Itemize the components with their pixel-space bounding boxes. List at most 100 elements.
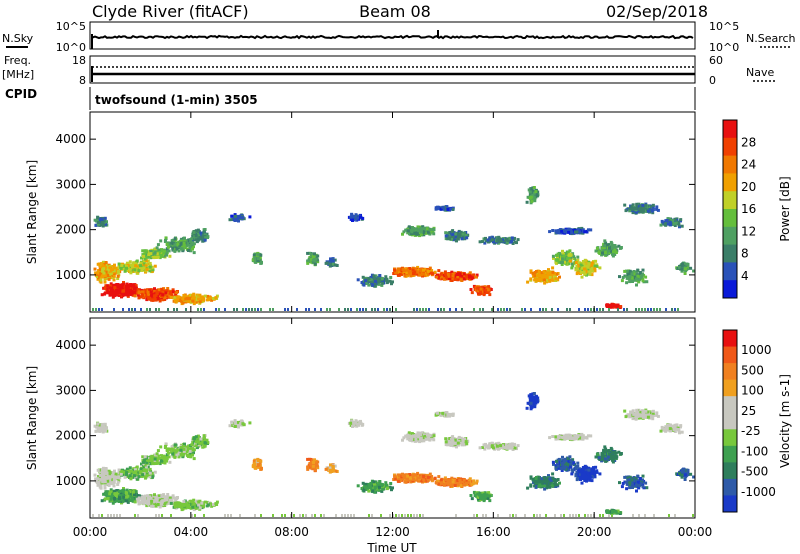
power-cell bbox=[625, 281, 629, 285]
power-cell bbox=[248, 215, 252, 219]
power-cell bbox=[563, 260, 567, 264]
power-cell bbox=[194, 236, 197, 240]
power-cell bbox=[104, 286, 108, 290]
power-cell bbox=[101, 223, 105, 226]
power-cell bbox=[547, 268, 550, 272]
power-cell bbox=[552, 272, 556, 276]
power-cell bbox=[599, 308, 601, 311]
power-cell bbox=[183, 236, 186, 240]
power-cell bbox=[513, 236, 517, 240]
power-cell bbox=[313, 260, 317, 264]
power-cell bbox=[158, 299, 162, 303]
power-cell bbox=[463, 277, 467, 281]
power-cell bbox=[421, 225, 425, 229]
y-tick-label: 2000 bbox=[55, 223, 86, 237]
power-cell bbox=[334, 263, 338, 267]
power-cell bbox=[442, 277, 446, 281]
power-cell bbox=[169, 295, 173, 299]
power-cell bbox=[555, 277, 559, 281]
power-cell bbox=[403, 274, 407, 278]
power-cell bbox=[133, 262, 137, 266]
power-cell bbox=[574, 268, 578, 272]
power-cell bbox=[655, 207, 659, 211]
power-cell bbox=[516, 238, 520, 242]
power-cell bbox=[108, 269, 112, 273]
power-cell bbox=[562, 254, 566, 258]
power-cell bbox=[287, 308, 289, 311]
power-cell bbox=[187, 238, 191, 242]
power-cell bbox=[378, 274, 382, 277]
nave-tick-top: 60 bbox=[709, 54, 723, 67]
power-cell bbox=[669, 223, 673, 227]
power-cell bbox=[125, 261, 129, 265]
power-cell bbox=[168, 290, 172, 294]
power-cell bbox=[465, 236, 469, 240]
power-cell bbox=[456, 235, 460, 239]
power-cell bbox=[115, 283, 119, 286]
power-cell bbox=[481, 240, 485, 243]
power-cell bbox=[201, 298, 205, 302]
power-cell bbox=[566, 308, 568, 311]
power-cell bbox=[632, 272, 636, 276]
power-cell bbox=[437, 308, 439, 311]
power-cell bbox=[157, 288, 161, 292]
power-cell bbox=[605, 253, 609, 257]
power-cell bbox=[531, 271, 535, 275]
power-cell bbox=[451, 229, 455, 233]
power-cell bbox=[116, 285, 120, 289]
power-cell bbox=[543, 281, 547, 285]
power-cell bbox=[612, 303, 616, 307]
power-cell bbox=[647, 308, 649, 311]
power-cell bbox=[453, 274, 457, 278]
power-cell bbox=[561, 249, 564, 253]
power-cell bbox=[212, 296, 215, 300]
power-cell bbox=[457, 233, 461, 237]
power-cell bbox=[571, 264, 575, 268]
power-cell bbox=[602, 308, 604, 311]
power-cell bbox=[656, 208, 660, 212]
power-cell bbox=[203, 238, 207, 242]
power-cell bbox=[570, 262, 574, 266]
power-cell bbox=[598, 266, 602, 270]
power-cell bbox=[554, 277, 558, 281]
power-cell bbox=[418, 234, 422, 238]
power-cell bbox=[314, 308, 316, 311]
power-cell bbox=[112, 284, 116, 288]
power-cell bbox=[296, 308, 298, 311]
power-cell bbox=[671, 308, 673, 311]
power-cell bbox=[459, 278, 463, 282]
power-cell bbox=[573, 257, 576, 261]
power-cell bbox=[145, 298, 149, 302]
power-cell bbox=[125, 285, 128, 289]
power-cell bbox=[257, 308, 259, 311]
power-cell bbox=[613, 248, 617, 252]
power-cell bbox=[555, 261, 558, 265]
power-cell bbox=[626, 272, 630, 276]
power-cell bbox=[500, 308, 502, 311]
power-cell bbox=[100, 293, 104, 297]
power-cell bbox=[631, 280, 634, 283]
power-cell bbox=[209, 296, 212, 300]
power-cell bbox=[121, 283, 125, 287]
power-cell bbox=[142, 259, 146, 263]
power-cell bbox=[619, 246, 623, 249]
power-cell bbox=[362, 282, 366, 286]
power-cell bbox=[164, 249, 168, 253]
power-cell bbox=[185, 308, 187, 311]
power-cell bbox=[350, 213, 354, 217]
power-cell bbox=[183, 297, 187, 301]
power-cell bbox=[557, 230, 561, 234]
power-cell bbox=[144, 252, 148, 256]
power-cell bbox=[131, 293, 135, 297]
power-cell bbox=[168, 242, 171, 245]
power-cell bbox=[459, 230, 463, 234]
power-cell bbox=[98, 217, 102, 221]
power-cell bbox=[306, 251, 310, 255]
power-cell bbox=[473, 308, 475, 311]
power-cell bbox=[528, 190, 532, 194]
power-cell bbox=[639, 210, 643, 214]
power-cell bbox=[577, 266, 581, 270]
power-cell bbox=[510, 236, 514, 240]
power-cell bbox=[197, 297, 201, 301]
power-cell bbox=[143, 249, 147, 253]
